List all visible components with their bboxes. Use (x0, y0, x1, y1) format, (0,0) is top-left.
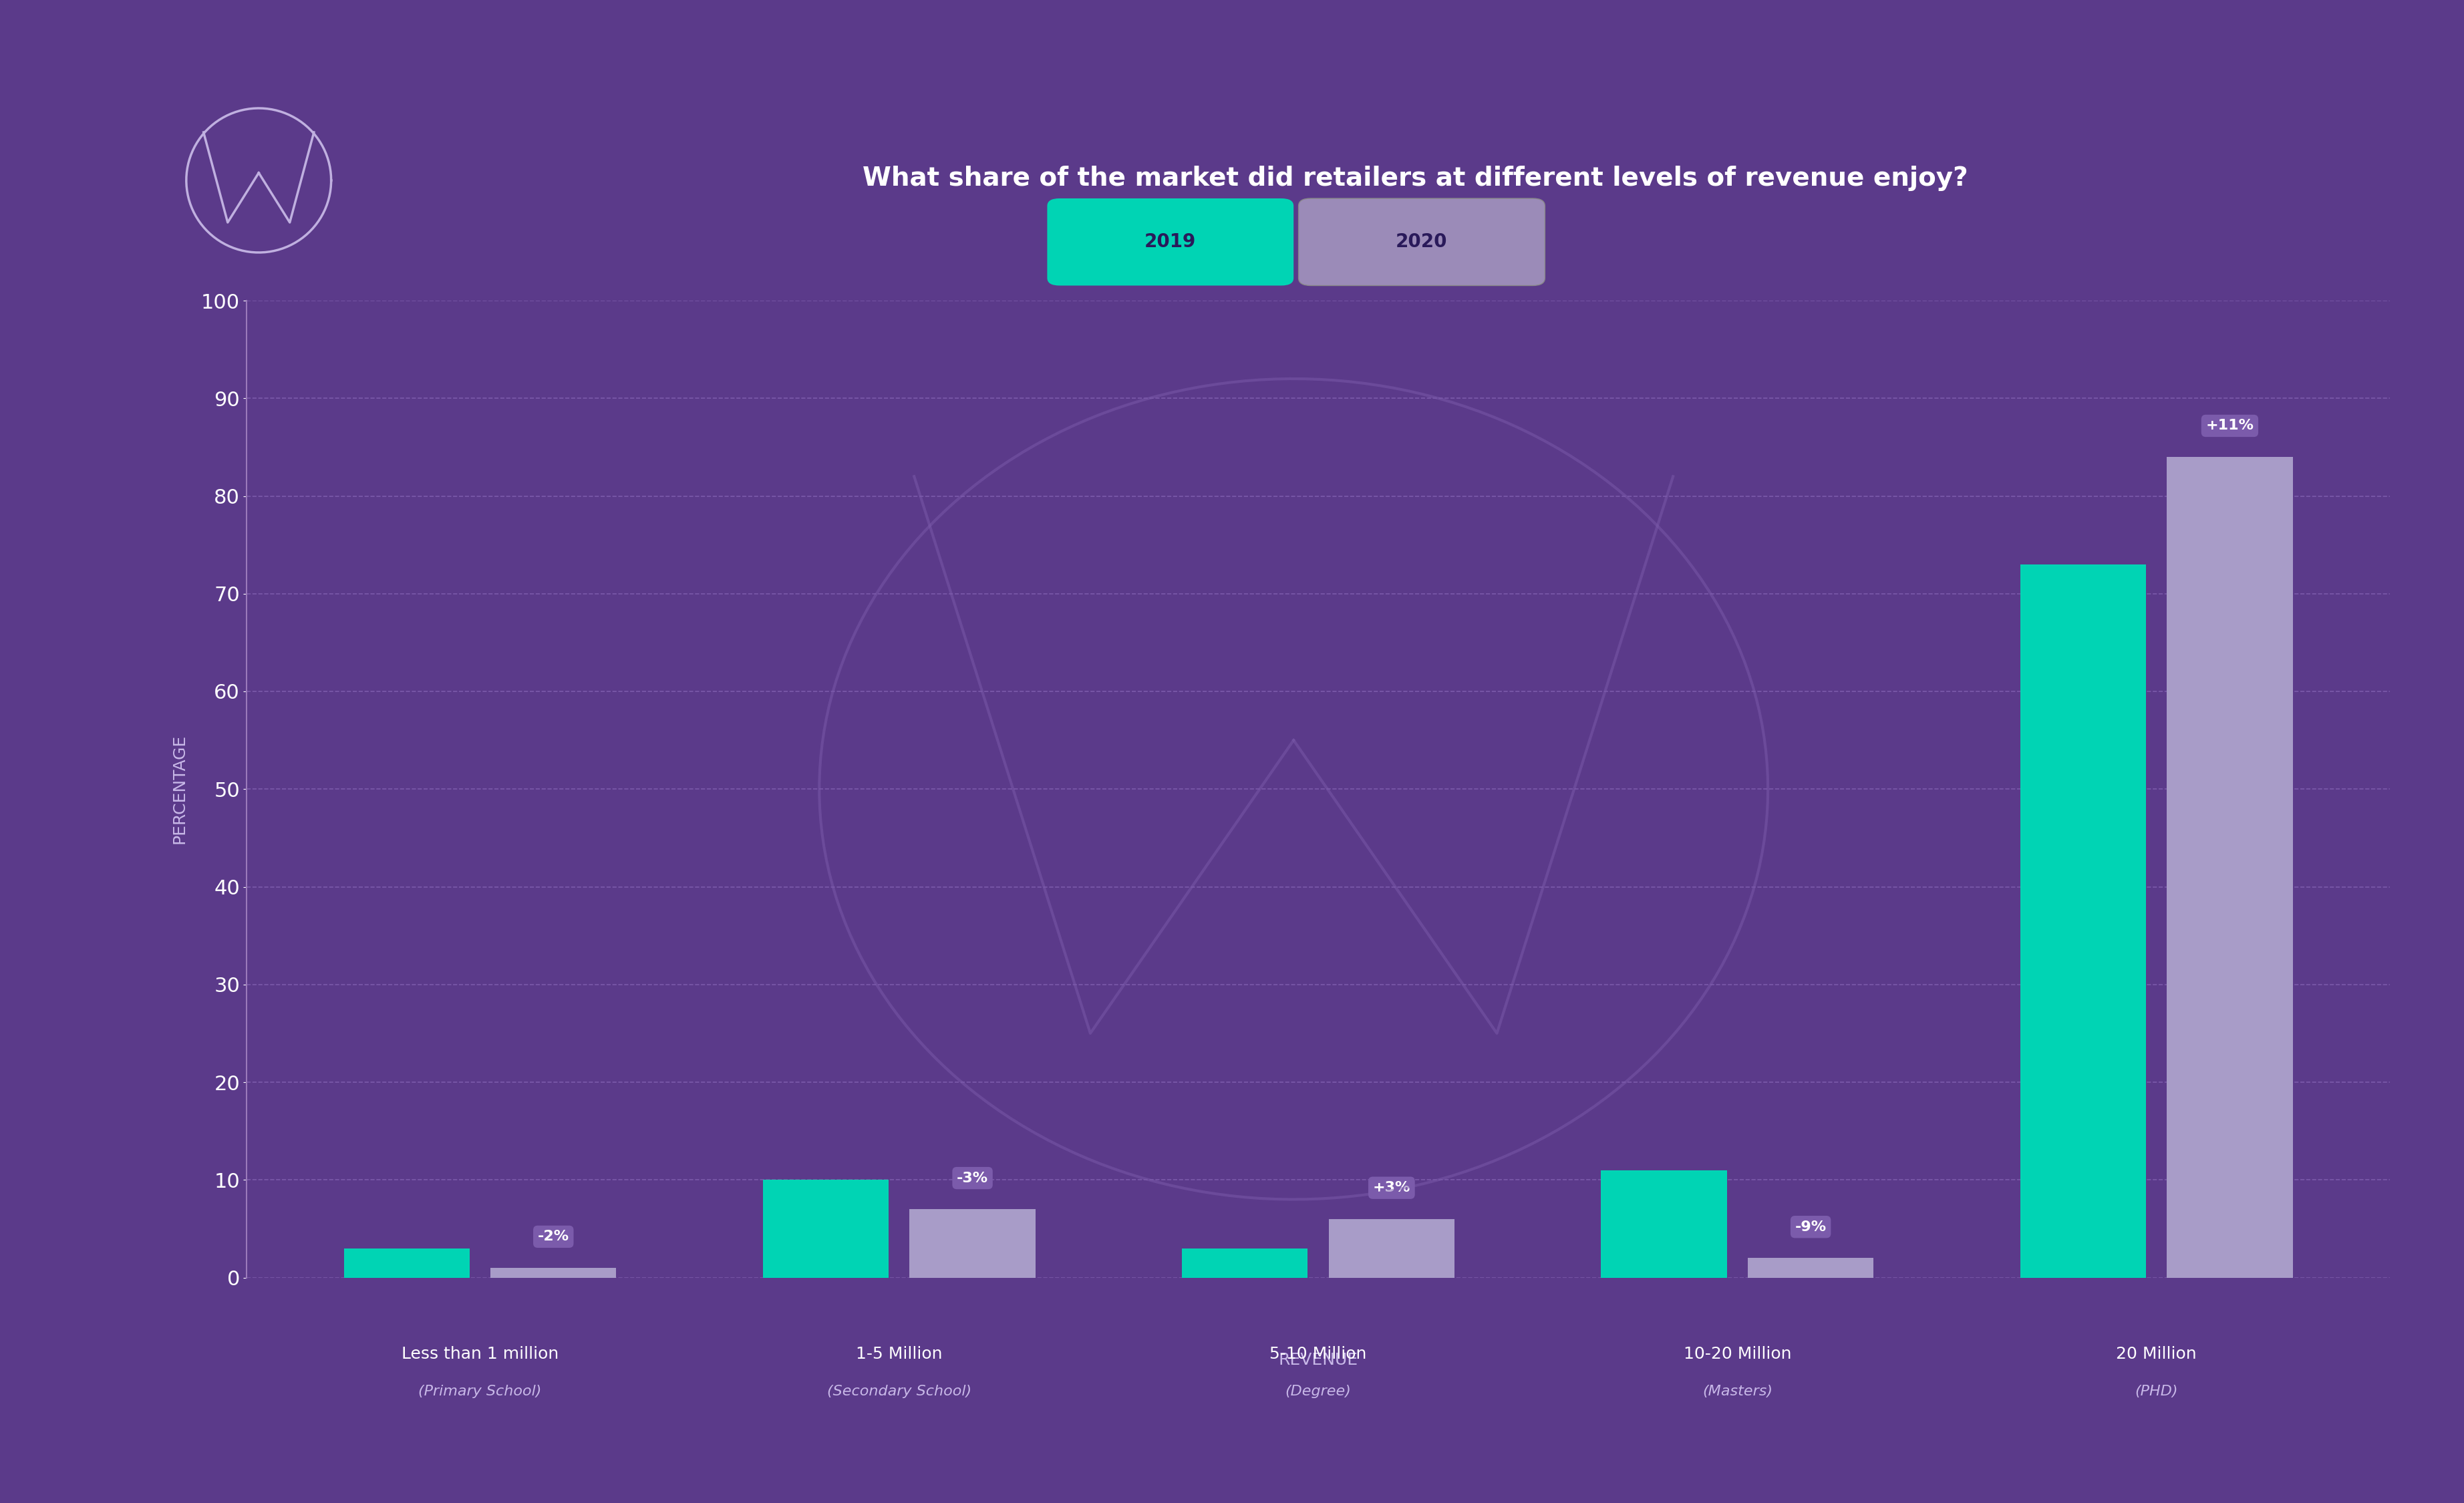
Bar (909, 1208, 1035, 1278)
Bar (345, 1247, 471, 1278)
Text: -9%: -9% (1794, 1220, 1826, 1234)
Text: 1-5 Million: 1-5 Million (855, 1347, 941, 1362)
Text: 2020: 2020 (1395, 233, 1449, 251)
Text: -3%: -3% (956, 1171, 988, 1184)
Text: (Masters): (Masters) (1703, 1386, 1772, 1398)
Text: 10-20 Million: 10-20 Million (1683, 1347, 1791, 1362)
Text: -2%: -2% (537, 1229, 569, 1243)
Bar (1747, 1258, 1873, 1278)
Bar (2020, 564, 2146, 1278)
Text: (PHD): (PHD) (2134, 1386, 2178, 1398)
Bar (2166, 457, 2292, 1278)
Text: (Primary School): (Primary School) (419, 1386, 542, 1398)
Bar (764, 1180, 890, 1278)
Text: 5-10 Million: 5-10 Million (1269, 1347, 1368, 1362)
Bar (1328, 1219, 1454, 1278)
Bar (490, 1267, 616, 1278)
Text: What share of the market did retailers at different levels of revenue enjoy?: What share of the market did retailers a… (862, 165, 1969, 191)
Bar (1602, 1169, 1727, 1278)
Text: (Secondary School): (Secondary School) (828, 1386, 971, 1398)
Text: 2019: 2019 (1146, 233, 1195, 251)
Y-axis label: PERCENTAGE: PERCENTAGE (170, 733, 187, 845)
Text: +3%: +3% (1372, 1181, 1409, 1195)
FancyBboxPatch shape (1299, 198, 1545, 286)
Text: (Degree): (Degree) (1286, 1386, 1350, 1398)
X-axis label: REVENUE: REVENUE (1279, 1351, 1358, 1368)
Text: Less than 1 million: Less than 1 million (402, 1347, 559, 1362)
Text: 20 Million: 20 Million (2117, 1347, 2198, 1362)
Text: +11%: +11% (2205, 419, 2255, 433)
Bar (1183, 1247, 1308, 1278)
FancyBboxPatch shape (1047, 198, 1294, 286)
